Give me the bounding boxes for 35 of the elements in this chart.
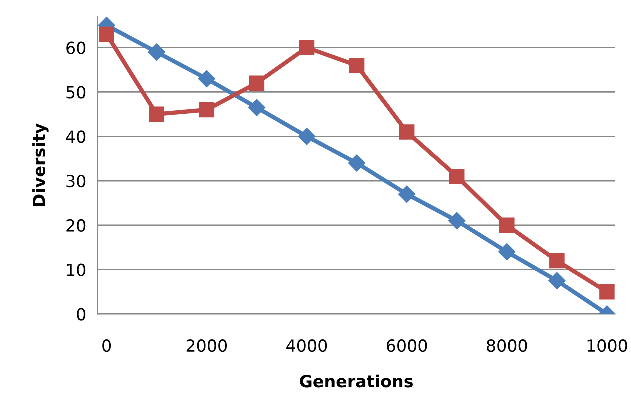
y-tick-label: 30 [66,175,86,188]
x-tick-label: 2000 [186,340,227,352]
x-tick-label: 8000 [487,340,528,352]
point [349,58,365,74]
y-tick-label: 10 [67,264,86,276]
point [149,106,164,122]
y-tick-label: 0 [77,308,86,321]
point [448,212,466,230]
point [298,128,316,146]
point [399,124,415,140]
point [449,168,465,184]
point [248,99,266,116]
y-axis-title: Diversity [32,124,49,206]
point [498,244,516,261]
y-tick-label: 60 [66,42,86,54]
point [548,272,566,290]
point [398,186,416,203]
point [500,218,515,234]
point [600,284,615,300]
point [99,26,114,42]
point [148,44,166,61]
x-tick-label: 6000 [387,340,428,352]
point [550,253,565,269]
y-tick-label: 20 [66,219,86,232]
y-tick-label: 40 [66,130,86,144]
y-tick-label: 50 [66,86,86,99]
point [348,154,366,172]
point [199,102,215,118]
x-tick-label: 4000 [286,340,328,352]
x-axis-title: Generations [300,374,413,388]
point [249,76,265,91]
x-tick-label: 1000 [588,340,628,352]
x-tick-label: 0 [102,340,112,352]
point [299,40,315,56]
point [198,70,216,88]
